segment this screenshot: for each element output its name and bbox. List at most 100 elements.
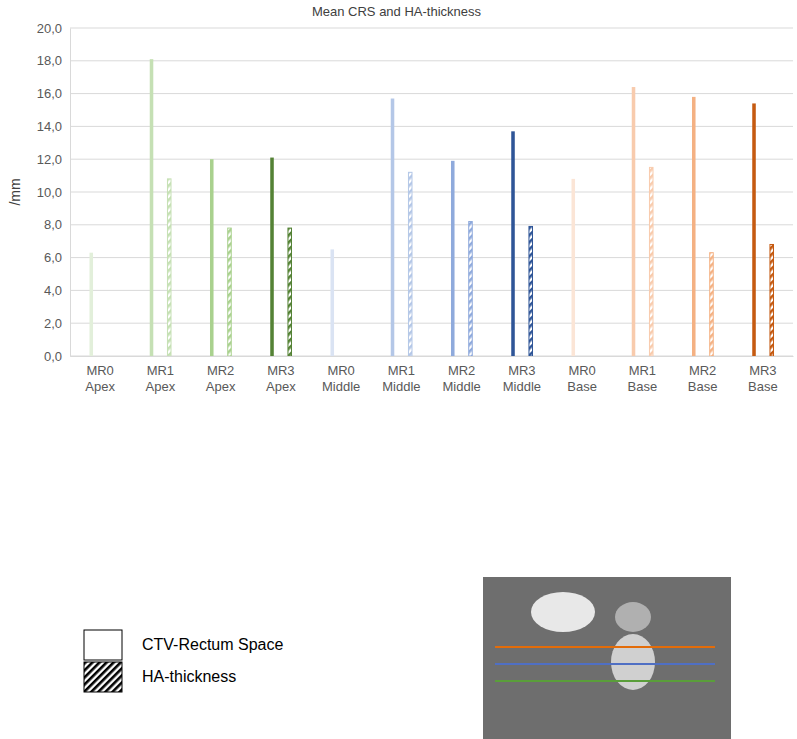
y-tick-label: 16,0 bbox=[37, 86, 62, 101]
y-tick: 8,0 bbox=[44, 217, 70, 232]
hatched-bar bbox=[529, 226, 533, 356]
bar bbox=[89, 253, 93, 356]
y-axis-line bbox=[70, 29, 71, 357]
y-axis-title: /mm bbox=[7, 178, 23, 205]
x-tick: MR3Base bbox=[748, 356, 778, 394]
legend-swatch bbox=[84, 630, 122, 660]
y-tick-label: 14,0 bbox=[37, 119, 62, 134]
x-tick-label: MR0Apex bbox=[85, 363, 115, 394]
image-level-line bbox=[495, 680, 715, 682]
y-tick-label: 12,0 bbox=[37, 152, 62, 167]
image-inset bbox=[483, 577, 731, 739]
image-shape bbox=[531, 592, 595, 632]
x-axis-line bbox=[71, 356, 794, 357]
bar bbox=[451, 161, 455, 356]
x-tick: MR0Apex bbox=[85, 356, 115, 394]
hatched-bar bbox=[408, 172, 412, 356]
bar bbox=[752, 103, 756, 356]
plot: 0,0 2,0 4,0 6,0 8,0 10,0 12,0 14,0 16,0 18,0 20,0 M… bbox=[37, 21, 794, 395]
y-tick: 2,0 bbox=[44, 316, 70, 331]
x-tick: MR1Middle bbox=[382, 356, 420, 394]
legend: CTV-Rectum Space HA-thickness bbox=[84, 630, 283, 692]
y-tick: 14,0 bbox=[37, 119, 70, 134]
image-background bbox=[483, 577, 731, 739]
y-tick: 0,0 bbox=[44, 349, 70, 364]
bar bbox=[210, 159, 214, 356]
x-tick-label: MR3Middle bbox=[503, 363, 541, 394]
grid-line bbox=[70, 192, 793, 193]
bar bbox=[391, 99, 395, 356]
x-tick: MR2Middle bbox=[442, 356, 480, 394]
hatched-bar bbox=[649, 167, 653, 356]
y-tick: 10,0 bbox=[37, 185, 70, 200]
y-tick-label: 20,0 bbox=[37, 21, 62, 36]
grid-line bbox=[70, 93, 793, 94]
y-tick: 12,0 bbox=[37, 152, 70, 167]
y-tick-label: 2,0 bbox=[44, 316, 62, 331]
x-tick: MR1Base bbox=[628, 356, 658, 394]
x-tick-label: MR2Middle bbox=[442, 363, 480, 394]
image-shape bbox=[615, 602, 651, 632]
hatched-bar bbox=[770, 244, 774, 356]
y-tick-label: 18,0 bbox=[37, 53, 62, 68]
x-tick: MR2Base bbox=[688, 356, 718, 394]
y-tick: 16,0 bbox=[37, 86, 70, 101]
y-tick-label: 10,0 bbox=[37, 185, 62, 200]
hatched-bar bbox=[710, 253, 714, 356]
y-tick-label: 8,0 bbox=[44, 217, 62, 232]
y-tick: 20,0 bbox=[37, 21, 70, 36]
x-tick-label: MR0Base bbox=[567, 363, 597, 394]
grid-line bbox=[70, 323, 793, 324]
x-axis: MR0Apex MR1Apex MR2Apex MR3Apex MR0Middle MR1… bbox=[71, 356, 794, 394]
bar bbox=[270, 158, 274, 356]
y-tick-label: 0,0 bbox=[44, 349, 62, 364]
y-tick: 18,0 bbox=[37, 53, 70, 68]
grid-line bbox=[70, 126, 793, 127]
bar bbox=[692, 97, 696, 356]
bar bbox=[571, 179, 575, 356]
legend-item: HA-thickness bbox=[84, 662, 236, 692]
x-tick-label: MR2Apex bbox=[206, 363, 236, 394]
x-tick-label: MR0Middle bbox=[322, 363, 360, 394]
x-tick-label: MR3Apex bbox=[266, 363, 296, 394]
x-tick-label: MR1Base bbox=[628, 363, 658, 394]
x-tick-label: MR1Middle bbox=[382, 363, 420, 394]
hatched-bar bbox=[469, 222, 473, 356]
chart: 0,0 2,0 4,0 6,0 8,0 10,0 12,0 14,0 16,0 18,0 20,0 M… bbox=[0, 0, 797, 739]
bars bbox=[89, 59, 773, 356]
x-tick-label: MR3Base bbox=[748, 363, 778, 394]
grid bbox=[70, 28, 793, 356]
bar bbox=[511, 131, 515, 356]
grid-line bbox=[70, 356, 793, 357]
bar bbox=[632, 87, 636, 356]
image-level-line bbox=[495, 663, 715, 665]
x-tick-label: MR1Apex bbox=[146, 363, 176, 394]
grid-line bbox=[70, 224, 793, 225]
hatched-bar bbox=[288, 228, 292, 356]
x-tick: MR2Apex bbox=[206, 356, 236, 394]
x-tick-label: MR2Base bbox=[688, 363, 718, 394]
bar bbox=[330, 249, 334, 356]
x-tick: MR0Middle bbox=[322, 356, 360, 394]
legend-swatch bbox=[84, 662, 122, 692]
image-level-line bbox=[495, 646, 715, 648]
bar bbox=[150, 59, 154, 356]
hatched-bar bbox=[167, 179, 171, 356]
y-tick: 6,0 bbox=[44, 250, 70, 265]
legend-item: CTV-Rectum Space bbox=[84, 630, 283, 660]
legend-label: HA-thickness bbox=[142, 668, 236, 685]
legend-label: CTV-Rectum Space bbox=[142, 636, 283, 653]
x-tick: MR3Middle bbox=[503, 356, 541, 394]
y-tick: 4,0 bbox=[44, 283, 70, 298]
title: Mean CRS and HA-thickness bbox=[312, 4, 482, 19]
y-axis: 0,0 2,0 4,0 6,0 8,0 10,0 12,0 14,0 16,0 18,0 20,0 bbox=[37, 21, 71, 364]
grid-line bbox=[70, 60, 793, 61]
grid-line bbox=[70, 159, 793, 160]
x-tick: MR1Apex bbox=[146, 356, 176, 394]
y-tick-label: 6,0 bbox=[44, 250, 62, 265]
x-tick: MR3Apex bbox=[266, 356, 296, 394]
x-tick: MR0Base bbox=[567, 356, 597, 394]
hatched-bar bbox=[228, 228, 232, 356]
grid-line bbox=[70, 28, 793, 29]
grid-line bbox=[70, 290, 793, 291]
